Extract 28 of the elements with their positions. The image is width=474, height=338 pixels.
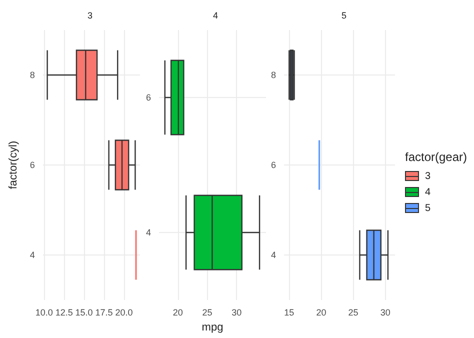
y-tick-label: 6 [146,92,152,102]
legend-label: 4 [425,186,431,198]
chart-title: 5 [341,10,347,20]
legend-label: 3 [425,170,431,182]
y-tick-label: 4 [30,250,35,260]
chart-title: 3 [87,10,93,20]
x-axis-title: mpg [202,321,224,334]
y-axis-title: factor(cyl) [8,140,20,190]
x-tick-label: 15 [284,308,294,318]
x-tick-label: 30 [232,308,242,318]
x-tick-label: 17.5 [95,308,113,318]
x-tick-label: 25 [348,308,358,318]
y-tick-label: 6 [270,160,276,170]
y-tick-label: 8 [270,70,276,80]
legend-title: factor(gear) [405,150,468,164]
x-tick-label: 20 [172,308,183,318]
x-tick-label: 20 [316,308,326,318]
y-tick-label: 4 [270,250,276,260]
chart-title: 4 [212,10,218,20]
x-tick-label: 20.0 [115,308,133,318]
x-tick-label: 12.5 [55,308,73,318]
y-tick-label: 8 [30,70,35,80]
x-tick-label: 15.0 [75,308,93,318]
y-tick-label: 6 [30,160,35,170]
x-tick-label: 25 [202,308,212,318]
x-tick-label: 10.0 [35,308,53,318]
legend-label: 5 [425,202,431,214]
x-tick-label: 30 [380,308,390,318]
